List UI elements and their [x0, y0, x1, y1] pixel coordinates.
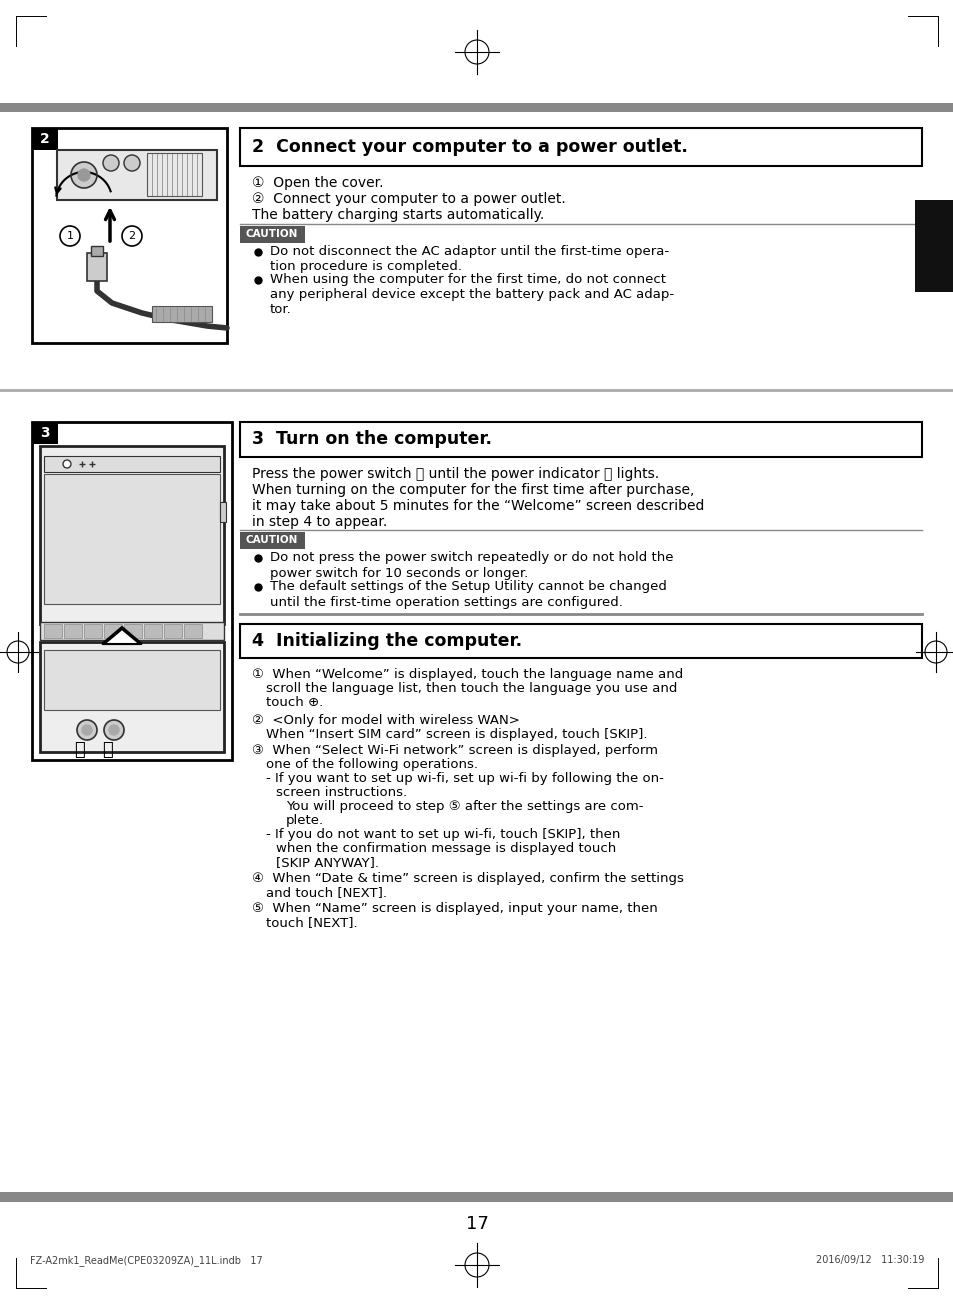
Text: CAUTION: CAUTION: [246, 230, 298, 239]
Text: ⓞ: ⓞ: [74, 741, 85, 759]
Text: 1: 1: [67, 231, 73, 241]
Text: 2016/09/12   11:30:19: 2016/09/12 11:30:19: [815, 1254, 923, 1265]
Circle shape: [104, 720, 124, 739]
Text: When “Insert SIM card” screen is displayed, touch [SKIP].: When “Insert SIM card” screen is display…: [266, 728, 647, 741]
Polygon shape: [104, 629, 140, 644]
Text: 3  Turn on the computer.: 3 Turn on the computer.: [252, 430, 492, 449]
Text: ③  When “Select Wi-Fi network” screen is displayed, perform: ③ When “Select Wi-Fi network” screen is …: [252, 745, 658, 758]
Text: one of the following operations.: one of the following operations.: [266, 758, 477, 771]
Bar: [144, 625, 162, 638]
Text: touch [NEXT].: touch [NEXT].: [266, 915, 357, 928]
Bar: [152, 306, 212, 322]
Text: Do not disconnect the AC adaptor until the first-time opera-: Do not disconnect the AC adaptor until t…: [270, 245, 668, 258]
Text: any peripheral device except the battery pack and AC adap-: any peripheral device except the battery…: [270, 288, 674, 301]
Text: 4  Initializing the computer.: 4 Initializing the computer.: [252, 632, 521, 649]
Text: plete.: plete.: [286, 814, 324, 827]
Text: 17: 17: [465, 1215, 488, 1234]
Bar: [32, 128, 58, 150]
Bar: [0, 1192, 953, 1202]
Bar: [184, 625, 202, 638]
Text: [SKIP ANYWAY].: [SKIP ANYWAY].: [275, 855, 378, 868]
Text: tor.: tor.: [270, 303, 292, 316]
Text: power switch for 10 seconds or longer.: power switch for 10 seconds or longer.: [270, 567, 528, 580]
Bar: [40, 446, 224, 625]
Text: ⏻: ⏻: [103, 741, 113, 759]
Text: ④  When “Date & time” screen is displayed, confirm the settings: ④ When “Date & time” screen is displayed…: [252, 872, 683, 885]
Bar: [104, 625, 122, 638]
Circle shape: [109, 725, 119, 735]
Text: it may take about 5 minutes for the “Welcome” screen described: it may take about 5 minutes for the “Wel…: [252, 499, 703, 512]
Bar: [87, 253, 107, 280]
Text: 2: 2: [40, 132, 50, 146]
Bar: [164, 625, 182, 638]
Bar: [64, 625, 82, 638]
Text: - If you want to set up wi-fi, set up wi-fi by following the on-: - If you want to set up wi-fi, set up wi…: [266, 772, 663, 785]
Bar: [91, 246, 103, 256]
Text: Press the power switch ⏻ until the power indicator ⓡ lights.: Press the power switch ⏻ until the power…: [252, 467, 659, 481]
Circle shape: [77, 720, 97, 739]
Text: when the confirmation message is displayed touch: when the confirmation message is display…: [275, 842, 616, 855]
Circle shape: [103, 155, 119, 171]
Text: 2: 2: [129, 231, 135, 241]
Text: Do not press the power switch repeatedly or do not hold the: Do not press the power switch repeatedly…: [270, 552, 673, 565]
Circle shape: [60, 226, 80, 246]
Bar: [124, 625, 142, 638]
Bar: [240, 226, 305, 243]
Text: and touch [NEXT].: and touch [NEXT].: [266, 885, 387, 898]
Text: tion procedure is completed.: tion procedure is completed.: [270, 259, 461, 273]
Bar: [44, 456, 220, 472]
Text: When using the computer for the first time, do not connect: When using the computer for the first ti…: [270, 273, 665, 286]
Circle shape: [124, 155, 140, 171]
Circle shape: [82, 725, 91, 735]
Bar: [220, 502, 226, 522]
Text: CAUTION: CAUTION: [246, 535, 298, 545]
Text: ⑤  When “Name” screen is displayed, input your name, then: ⑤ When “Name” screen is displayed, input…: [252, 902, 657, 915]
Bar: [44, 649, 220, 709]
Text: ②  <Only for model with wireless WAN>: ② <Only for model with wireless WAN>: [252, 715, 519, 728]
Text: ①  When “Welcome” is displayed, touch the language name and: ① When “Welcome” is displayed, touch the…: [252, 668, 682, 681]
Text: touch ⊕.: touch ⊕.: [266, 696, 323, 709]
Bar: [40, 642, 224, 752]
Text: The battery charging starts automatically.: The battery charging starts automaticall…: [252, 209, 543, 222]
Circle shape: [78, 170, 90, 181]
Text: scroll the language list, then touch the language you use and: scroll the language list, then touch the…: [266, 682, 677, 695]
Bar: [147, 153, 202, 196]
Bar: [240, 532, 305, 549]
Bar: [32, 422, 58, 443]
Circle shape: [71, 162, 97, 188]
Text: in step 4 to appear.: in step 4 to appear.: [252, 515, 387, 529]
Bar: [240, 625, 921, 659]
Text: ②  Connect your computer to a power outlet.: ② Connect your computer to a power outle…: [252, 192, 565, 206]
Circle shape: [63, 460, 71, 468]
Bar: [32, 128, 227, 343]
Text: FZ-A2mk1_ReadMe(CPE03209ZA)_11L.indb   17: FZ-A2mk1_ReadMe(CPE03209ZA)_11L.indb 17: [30, 1254, 262, 1266]
Text: The default settings of the Setup Utility cannot be changed: The default settings of the Setup Utilit…: [270, 580, 666, 593]
Text: When turning on the computer for the first time after purchase,: When turning on the computer for the fir…: [252, 482, 694, 497]
Text: - If you do not want to set up wi-fi, touch [SKIP], then: - If you do not want to set up wi-fi, to…: [266, 828, 619, 841]
Bar: [44, 473, 220, 604]
Bar: [914, 200, 953, 292]
Text: 2  Connect your computer to a power outlet.: 2 Connect your computer to a power outle…: [252, 138, 687, 156]
Circle shape: [122, 226, 142, 246]
Polygon shape: [102, 627, 142, 644]
Bar: [240, 128, 921, 166]
Bar: [32, 422, 232, 760]
Bar: [40, 622, 224, 640]
Text: until the first-time operation settings are configured.: until the first-time operation settings …: [270, 596, 622, 609]
Bar: [44, 625, 62, 638]
Text: screen instructions.: screen instructions.: [275, 786, 407, 799]
Bar: [57, 150, 216, 200]
Bar: [84, 625, 102, 638]
Bar: [240, 422, 921, 456]
Text: 3: 3: [40, 426, 50, 439]
Text: ①  Open the cover.: ① Open the cover.: [252, 176, 383, 190]
Text: You will proceed to step ⑤ after the settings are com-: You will proceed to step ⑤ after the set…: [286, 799, 643, 812]
Bar: [0, 103, 953, 112]
